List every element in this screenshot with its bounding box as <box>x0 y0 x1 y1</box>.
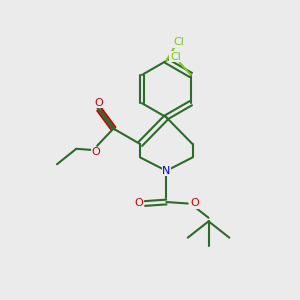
Text: Cl: Cl <box>170 52 181 61</box>
Text: Cl: Cl <box>173 38 184 47</box>
Text: O: O <box>190 199 199 208</box>
Text: O: O <box>134 199 143 208</box>
Text: O: O <box>91 147 100 158</box>
Text: O: O <box>95 98 103 108</box>
Text: N: N <box>162 166 170 176</box>
